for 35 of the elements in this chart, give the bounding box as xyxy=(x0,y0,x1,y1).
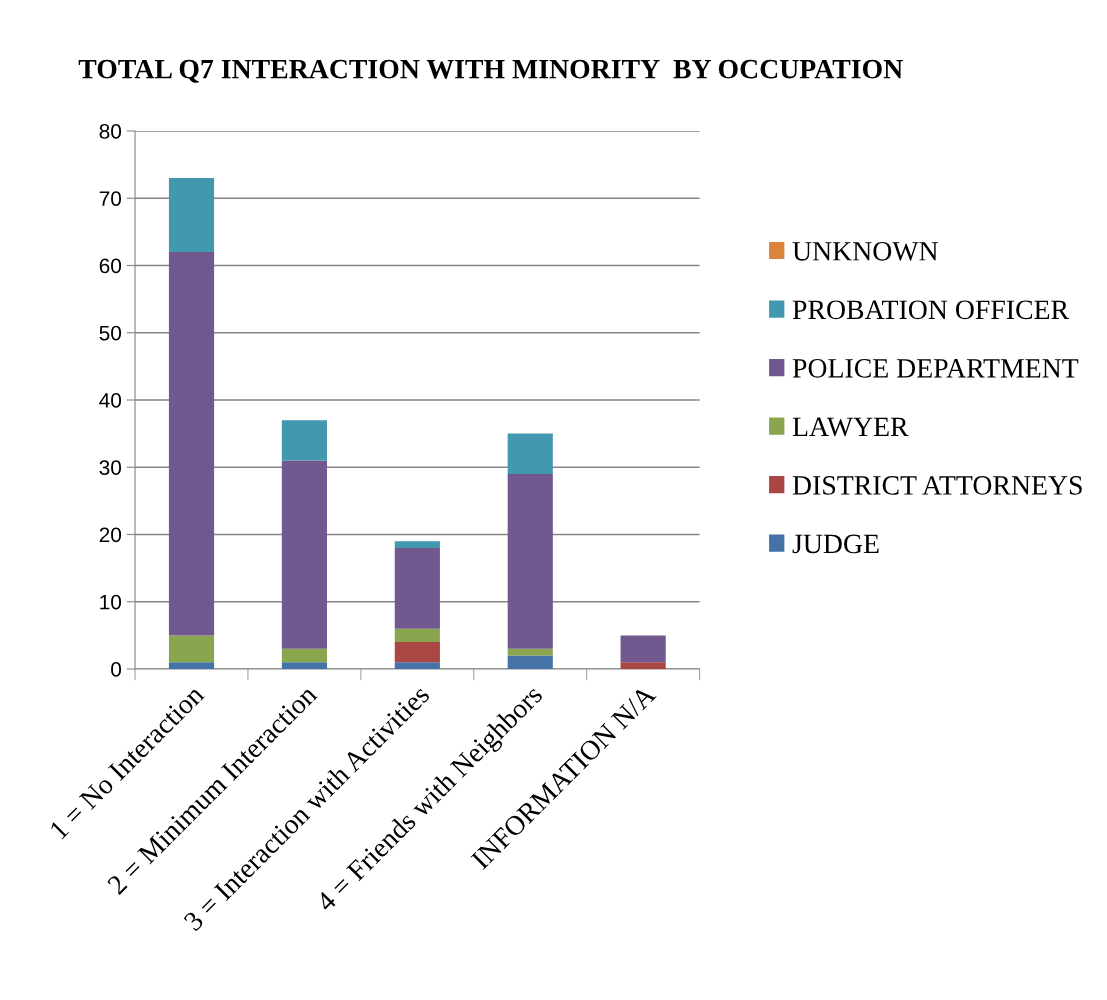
y-tick-label: 0 xyxy=(111,662,122,677)
bar xyxy=(507,655,553,669)
y-tick-label: 40 xyxy=(99,393,122,408)
y-tick-label: 50 xyxy=(99,325,122,341)
legend-label: POLICE DEPARTMENT xyxy=(792,359,1079,378)
y-tick-label: 10 xyxy=(100,594,122,610)
bar xyxy=(394,662,440,669)
bar xyxy=(507,433,553,474)
bar xyxy=(620,635,666,663)
bar xyxy=(394,628,440,643)
bar xyxy=(394,547,440,629)
y-tick-label: 80 xyxy=(99,124,122,139)
bar xyxy=(507,473,553,649)
bar xyxy=(507,648,553,656)
legend-label: PROBATION OFFICER xyxy=(792,300,1070,320)
y-tick-label: 70 xyxy=(99,191,122,206)
legend-label: LAWYER xyxy=(792,417,909,437)
legend-label: DISTRICT ATTORNEYS xyxy=(792,476,1082,495)
y-tick-label: 20 xyxy=(99,527,122,543)
bar xyxy=(620,662,666,669)
bar xyxy=(168,662,215,669)
chart-title: TOTAL Q7 INTERACTION WITH MINORITY BY OCCUPATION xyxy=(78,59,903,83)
bar xyxy=(394,642,440,663)
y-tick-label: 30 xyxy=(99,460,122,475)
bar xyxy=(281,648,328,663)
bar xyxy=(281,662,328,669)
bar xyxy=(394,541,440,548)
bar xyxy=(281,460,328,649)
bar xyxy=(281,420,328,461)
bar xyxy=(168,635,215,663)
bar xyxy=(168,178,215,253)
legend-label: UNKNOWN xyxy=(792,241,938,261)
bar xyxy=(168,252,215,636)
legend-label: JUDGE xyxy=(792,534,879,554)
y-tick-label: 60 xyxy=(99,258,122,274)
